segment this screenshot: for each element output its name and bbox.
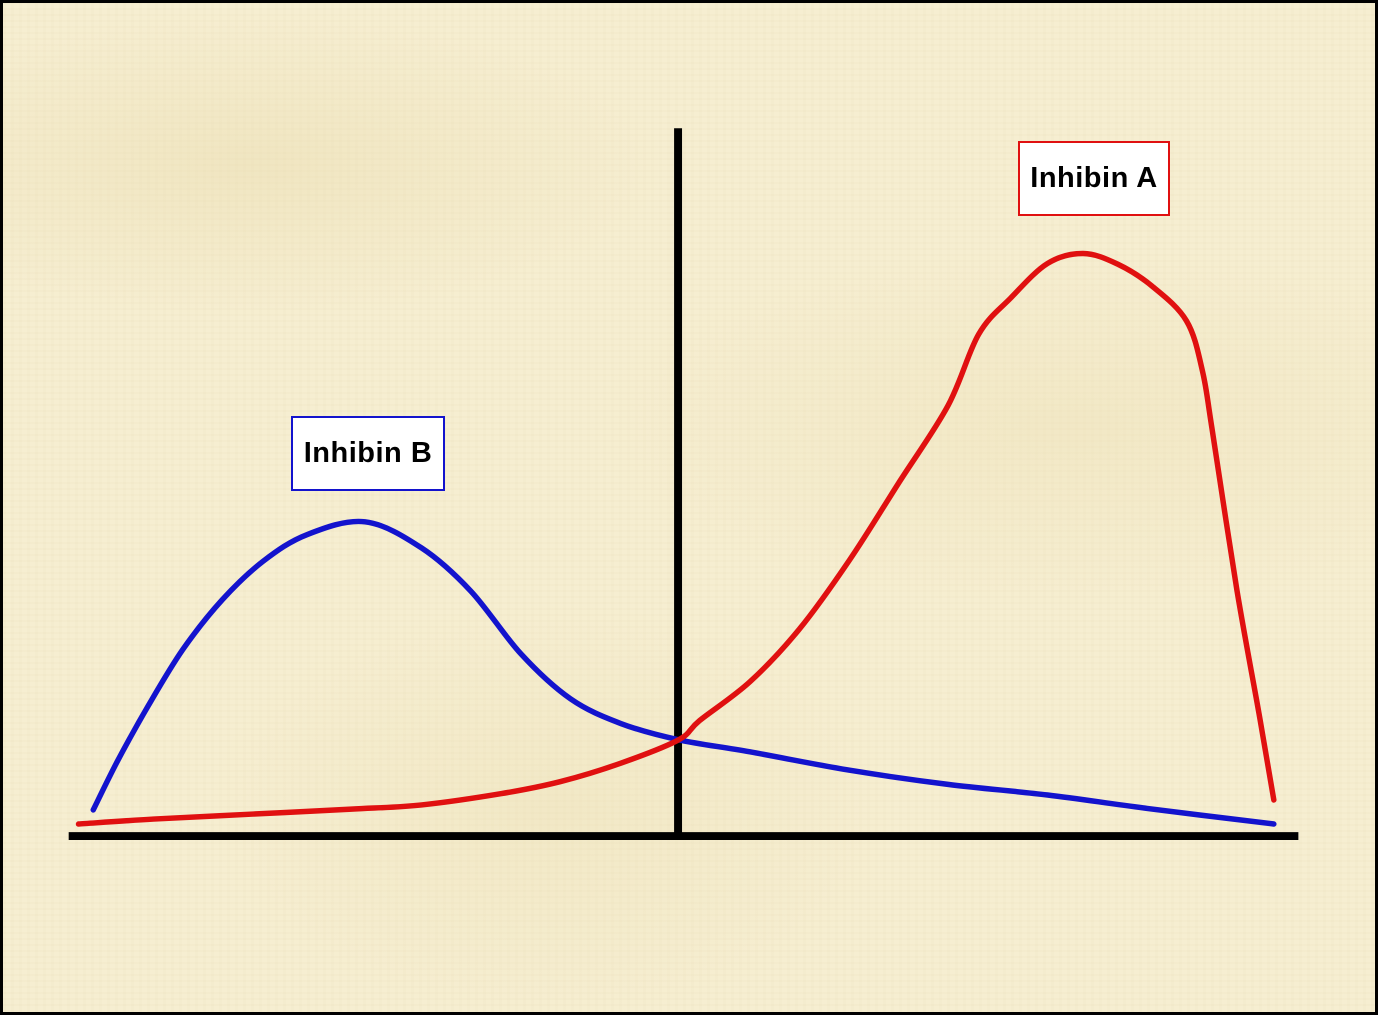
inhibin-a-curve xyxy=(75,250,1277,827)
inhibin-b-label-box: Inhibin B xyxy=(291,416,445,491)
curves-group xyxy=(75,250,1277,827)
inhibin-b-label: Inhibin B xyxy=(303,437,433,469)
inhibin-b-curve xyxy=(90,518,1277,827)
inhibin-a-label-box: Inhibin A xyxy=(1018,141,1170,216)
chart-canvas xyxy=(68,128,1299,841)
inhibin-a-label: Inhibin A xyxy=(1030,162,1158,194)
